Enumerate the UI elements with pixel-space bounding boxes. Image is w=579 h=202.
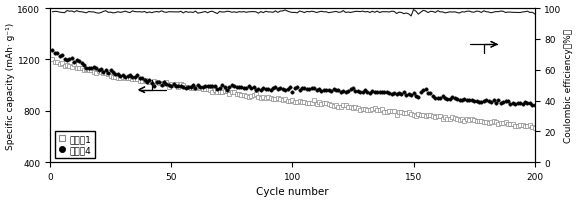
Legend: 应用例1, 应用例4: 应用例1, 应用例4 (54, 131, 94, 158)
Y-axis label: Specific capacity (mAh· g⁻¹): Specific capacity (mAh· g⁻¹) (6, 22, 14, 149)
Y-axis label: Coulombic efficiency（%）: Coulombic efficiency（%） (565, 29, 573, 142)
X-axis label: Cycle number: Cycle number (256, 186, 329, 197)
